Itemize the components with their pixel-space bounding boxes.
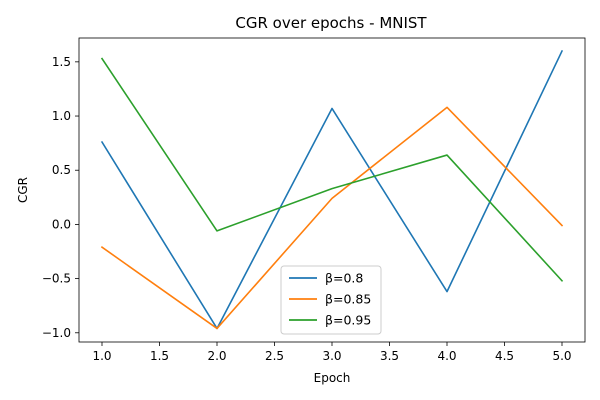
legend-label: β=0.85 bbox=[325, 292, 371, 307]
x-tick-label: 5.0 bbox=[552, 349, 571, 363]
x-tick-label: 1.5 bbox=[150, 349, 169, 363]
x-tick-label: 2.0 bbox=[207, 349, 226, 363]
x-tick-label: 3.0 bbox=[322, 349, 341, 363]
x-tick-label: 1.0 bbox=[92, 349, 111, 363]
series-line-3 bbox=[100, 57, 564, 282]
y-tick-label: −1.0 bbox=[42, 326, 71, 340]
y-tick-label: 1.0 bbox=[52, 109, 71, 123]
y-tick-label: 0.0 bbox=[52, 217, 71, 231]
y-tick-label: −0.5 bbox=[42, 272, 71, 286]
series-line-1 bbox=[100, 49, 564, 330]
x-tick-label: 2.5 bbox=[265, 349, 284, 363]
legend-frame bbox=[280, 265, 382, 335]
y-tick-label: 1.5 bbox=[52, 55, 71, 69]
y-tick-label: 0.5 bbox=[52, 163, 71, 177]
y-axis-label: CGR bbox=[16, 177, 30, 203]
legend-label: β=0.95 bbox=[325, 313, 371, 328]
x-tick-label: 3.5 bbox=[380, 349, 399, 363]
x-tick-label: 4.0 bbox=[437, 349, 456, 363]
series-layer bbox=[100, 49, 564, 330]
legend: β=0.8 β=0.85 β=0.95 bbox=[280, 265, 382, 335]
chart-title: CGR over epochs - MNIST bbox=[235, 14, 427, 32]
y-axis-ticks: −1.0 −0.5 0.0 0.5 1.0 1.5 bbox=[42, 55, 79, 340]
series-line-2 bbox=[100, 106, 564, 330]
x-axis-ticks: 1.0 1.5 2.0 2.5 3.0 3.5 4.0 4.5 5.0 bbox=[92, 342, 572, 363]
legend-label: β=0.8 bbox=[325, 271, 363, 286]
x-axis-label: Epoch bbox=[314, 371, 351, 385]
x-tick-label: 4.5 bbox=[495, 349, 514, 363]
